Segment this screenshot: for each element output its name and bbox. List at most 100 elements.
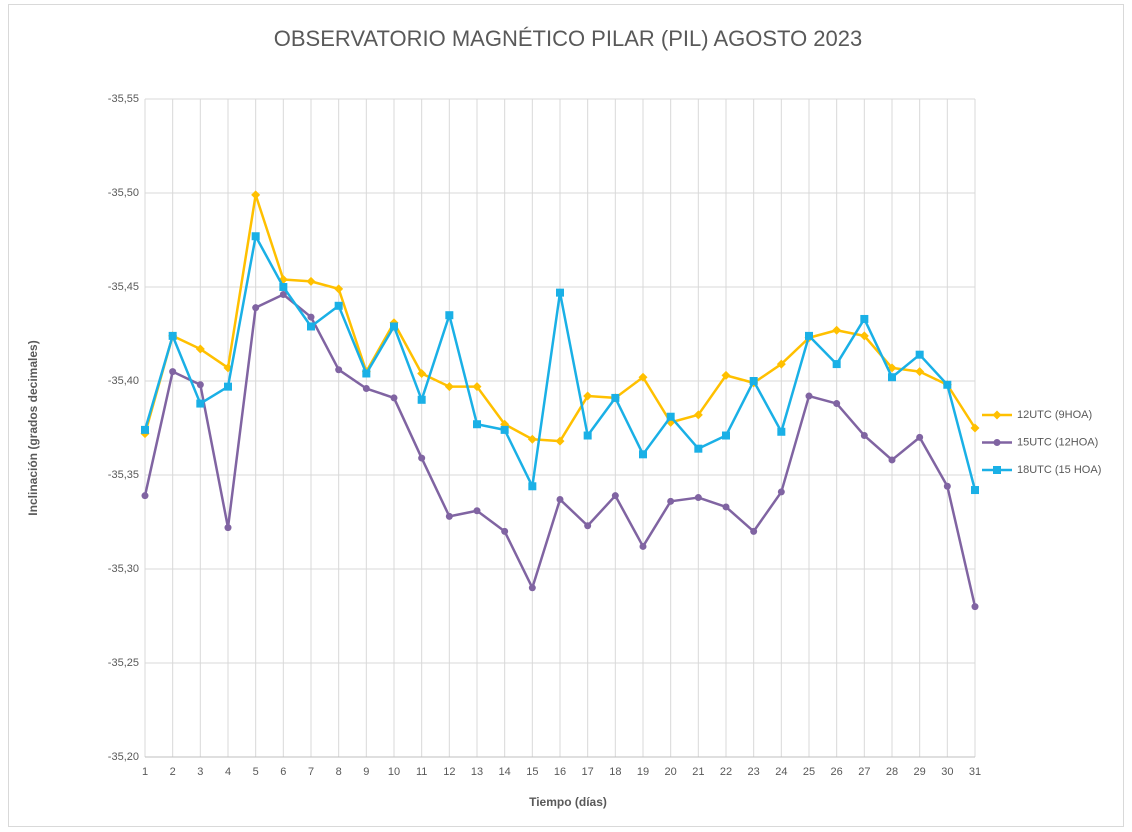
point: [915, 367, 925, 377]
point: [279, 291, 287, 299]
point: [777, 488, 785, 496]
point: [141, 492, 149, 500]
x-tick-label: 4: [225, 766, 231, 778]
x-tick-label: 22: [720, 766, 732, 778]
x-tick-label: 20: [665, 766, 677, 778]
point: [833, 400, 841, 408]
x-tick-label: 15: [526, 766, 538, 778]
point: [666, 412, 675, 421]
point: [693, 410, 703, 420]
x-tick-label: 31: [969, 766, 981, 778]
point: [334, 301, 343, 310]
point: [335, 366, 343, 374]
point: [776, 359, 786, 369]
point: [805, 331, 813, 340]
x-tick-label: 29: [914, 766, 926, 778]
point: [971, 603, 979, 611]
point: [639, 542, 647, 550]
x-tick-label: 8: [336, 766, 342, 778]
y-axis-label: Inclinación (grados decimales): [26, 340, 40, 515]
point: [721, 370, 731, 380]
point: [472, 382, 482, 392]
point: [749, 377, 758, 385]
y-tick-label: -35,40: [108, 375, 139, 387]
point: [888, 373, 896, 382]
point: [722, 503, 730, 511]
point: [638, 372, 648, 382]
x-tick-label: 18: [609, 766, 621, 778]
point: [694, 494, 702, 502]
point: [639, 450, 647, 459]
legend-marker: [992, 410, 1002, 420]
point: [915, 350, 924, 359]
legend-label: 12UTC (9HOA): [1017, 409, 1092, 421]
point: [444, 382, 454, 392]
point: [611, 492, 619, 500]
point: [860, 432, 868, 440]
point: [832, 325, 842, 335]
point: [141, 425, 149, 434]
x-tick-label: 25: [803, 766, 815, 778]
point: [971, 486, 979, 495]
point: [832, 360, 841, 369]
point: [888, 456, 896, 464]
chart-title: OBSERVATORIO MAGNÉTICO PILAR (PIL) AGOST…: [274, 26, 862, 51]
point: [859, 331, 869, 341]
point: [168, 331, 177, 340]
x-tick-label: 14: [499, 766, 511, 778]
legend-label: 18UTC (15 HOA): [1017, 464, 1101, 476]
x-tick-label: 11: [416, 766, 427, 778]
x-tick-label: 12: [443, 766, 455, 778]
y-tick-label: -35,55: [108, 93, 139, 105]
point: [251, 232, 260, 241]
point: [667, 497, 675, 505]
point: [970, 423, 980, 433]
x-tick-label: 21: [692, 766, 704, 778]
x-tick-label: 10: [388, 766, 400, 778]
point: [195, 344, 205, 354]
point: [805, 392, 813, 400]
point: [528, 482, 537, 491]
point: [473, 507, 481, 515]
x-tick-label: 16: [554, 766, 566, 778]
x-tick-label: 7: [308, 766, 314, 778]
point: [583, 391, 593, 401]
point: [611, 393, 620, 402]
point: [279, 283, 288, 291]
point: [418, 454, 426, 462]
legend-marker: [993, 466, 1001, 474]
point: [777, 427, 786, 436]
point: [196, 399, 205, 408]
point: [445, 311, 454, 320]
point: [501, 527, 509, 535]
point: [943, 380, 952, 389]
y-tick-label: -35,20: [108, 751, 139, 763]
point: [307, 322, 315, 331]
point: [251, 190, 261, 200]
x-tick-label: 13: [471, 766, 483, 778]
x-tick-label: 24: [775, 766, 787, 778]
point: [445, 512, 453, 520]
chart-border: [8, 4, 1124, 827]
point: [169, 368, 177, 376]
point: [224, 524, 232, 532]
legend-label: 15UTC (12HOA): [1017, 436, 1098, 448]
x-tick-label: 19: [637, 766, 649, 778]
y-tick-label: -35,30: [108, 563, 139, 575]
point: [943, 482, 951, 490]
point: [224, 382, 232, 391]
x-tick-label: 26: [831, 766, 843, 778]
x-tick-label: 3: [197, 766, 203, 778]
y-tick-label: -35,35: [108, 469, 139, 481]
x-tick-label: 1: [142, 766, 148, 778]
point: [694, 444, 703, 453]
point: [307, 313, 315, 321]
point: [334, 284, 344, 294]
point: [527, 434, 537, 444]
point: [196, 381, 204, 389]
x-tick-label: 30: [941, 766, 953, 778]
point: [417, 368, 427, 378]
point: [556, 495, 564, 503]
point: [583, 431, 592, 440]
